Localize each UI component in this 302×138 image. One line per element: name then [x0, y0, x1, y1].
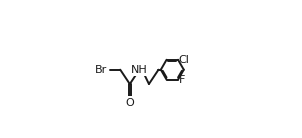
Text: O: O	[125, 98, 134, 108]
Text: F: F	[178, 75, 185, 85]
Text: NH: NH	[131, 65, 148, 75]
Text: Br: Br	[95, 65, 108, 75]
Text: Cl: Cl	[178, 55, 189, 65]
